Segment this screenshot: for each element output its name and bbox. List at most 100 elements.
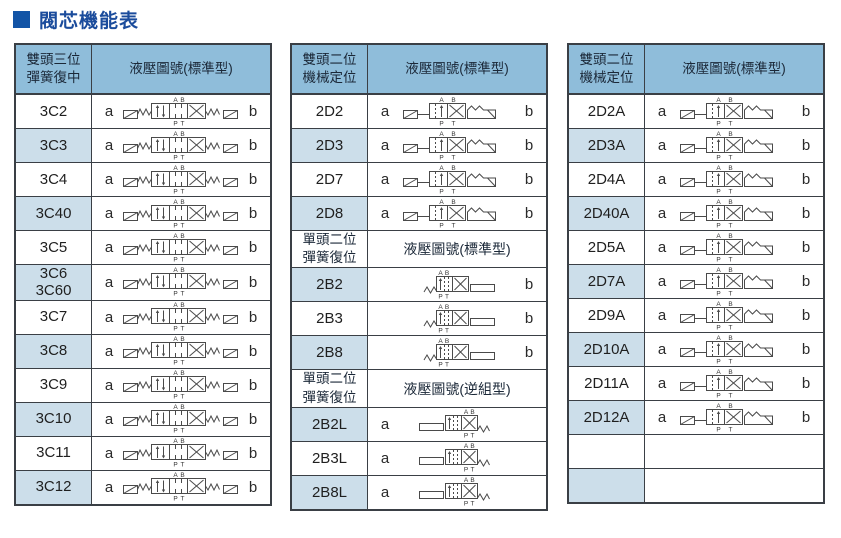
svg-text:T: T: [181, 222, 185, 229]
position-a-label: a: [657, 307, 667, 324]
position-a-label: a: [104, 410, 114, 428]
position-b-label: b: [801, 171, 811, 188]
svg-text:T: T: [181, 291, 185, 298]
column-header-valve-type: 雙頭二位 機械定位: [567, 43, 645, 95]
column-header-valve-type: 雙頭二位 機械定位: [290, 43, 368, 95]
svg-text:T: T: [181, 428, 185, 435]
svg-text:P: P: [173, 120, 177, 127]
position-a-label: a: [657, 171, 667, 188]
position-b-label: b: [801, 137, 811, 154]
section-header-type: 單頭二位 彈簧復位: [290, 369, 368, 408]
svg-text:P: P: [464, 501, 468, 508]
svg-text:B: B: [180, 302, 184, 309]
svg-text:B: B: [470, 443, 474, 450]
svg-text:P: P: [438, 361, 442, 368]
valve-code: 2D2A: [567, 93, 645, 129]
svg-text:B: B: [445, 304, 449, 311]
svg-text:A: A: [173, 199, 178, 206]
svg-text:A: A: [439, 199, 444, 206]
svg-text:B: B: [180, 438, 184, 445]
position-b-label: b: [801, 341, 811, 358]
svg-text:B: B: [180, 97, 184, 104]
svg-text:A: A: [716, 267, 721, 274]
position-a-label: a: [380, 171, 390, 188]
position-a-label: a: [104, 273, 114, 291]
svg-text:T: T: [729, 188, 733, 195]
svg-text:A: A: [716, 165, 721, 172]
svg-text:T: T: [729, 222, 733, 229]
svg-text:A: A: [464, 443, 469, 450]
svg-text:B: B: [728, 403, 732, 410]
svg-text:B: B: [451, 199, 455, 206]
position-a-label: a: [104, 137, 114, 154]
position-b-label: b: [248, 342, 258, 360]
empty-diagram-cell: [644, 434, 825, 469]
svg-text:T: T: [181, 188, 185, 195]
position-b-label: b: [524, 310, 534, 328]
valve-code: 2B8: [290, 335, 368, 371]
svg-text:B: B: [180, 336, 184, 343]
section-header-row: 單頭二位 彈簧復位 液壓圖號(標準型): [290, 229, 548, 269]
column-header-diagram: 液壓圖號(標準型): [367, 43, 548, 95]
position-a-label: a: [104, 342, 114, 360]
svg-text:P: P: [716, 290, 720, 297]
position-a-label: a: [657, 137, 667, 154]
svg-text:P: P: [173, 256, 177, 263]
svg-text:P: P: [438, 293, 442, 300]
valve-code: 3C12: [14, 469, 92, 505]
svg-text:B: B: [728, 267, 732, 274]
valve-code: 2B2L: [290, 406, 368, 442]
valve-code: 3C5: [14, 230, 92, 265]
svg-text:A: A: [173, 370, 178, 377]
position-a-label: a: [657, 375, 667, 392]
svg-text:A: A: [173, 472, 178, 479]
valve-code: 3C9: [14, 367, 92, 403]
position-a-label: a: [657, 409, 667, 426]
position-b-label: b: [248, 137, 258, 154]
svg-text:T: T: [729, 290, 733, 297]
svg-text:P: P: [173, 222, 177, 229]
position-a-label: a: [657, 103, 667, 120]
position-b-label: b: [524, 205, 534, 222]
svg-text:A: A: [716, 97, 721, 104]
position-b-label: b: [524, 171, 534, 188]
svg-text:B: B: [180, 267, 184, 274]
svg-text:P: P: [716, 154, 720, 161]
section-header-diagram: 液壓圖號(逆組型): [367, 369, 548, 408]
svg-text:A: A: [438, 338, 443, 345]
svg-text:P: P: [716, 256, 720, 263]
valve-code: 2D3A: [567, 128, 645, 163]
title-bullet-icon: [13, 11, 30, 28]
valve-code: 2D12A: [567, 400, 645, 435]
position-a-label: a: [380, 483, 390, 501]
svg-text:P: P: [464, 433, 468, 440]
